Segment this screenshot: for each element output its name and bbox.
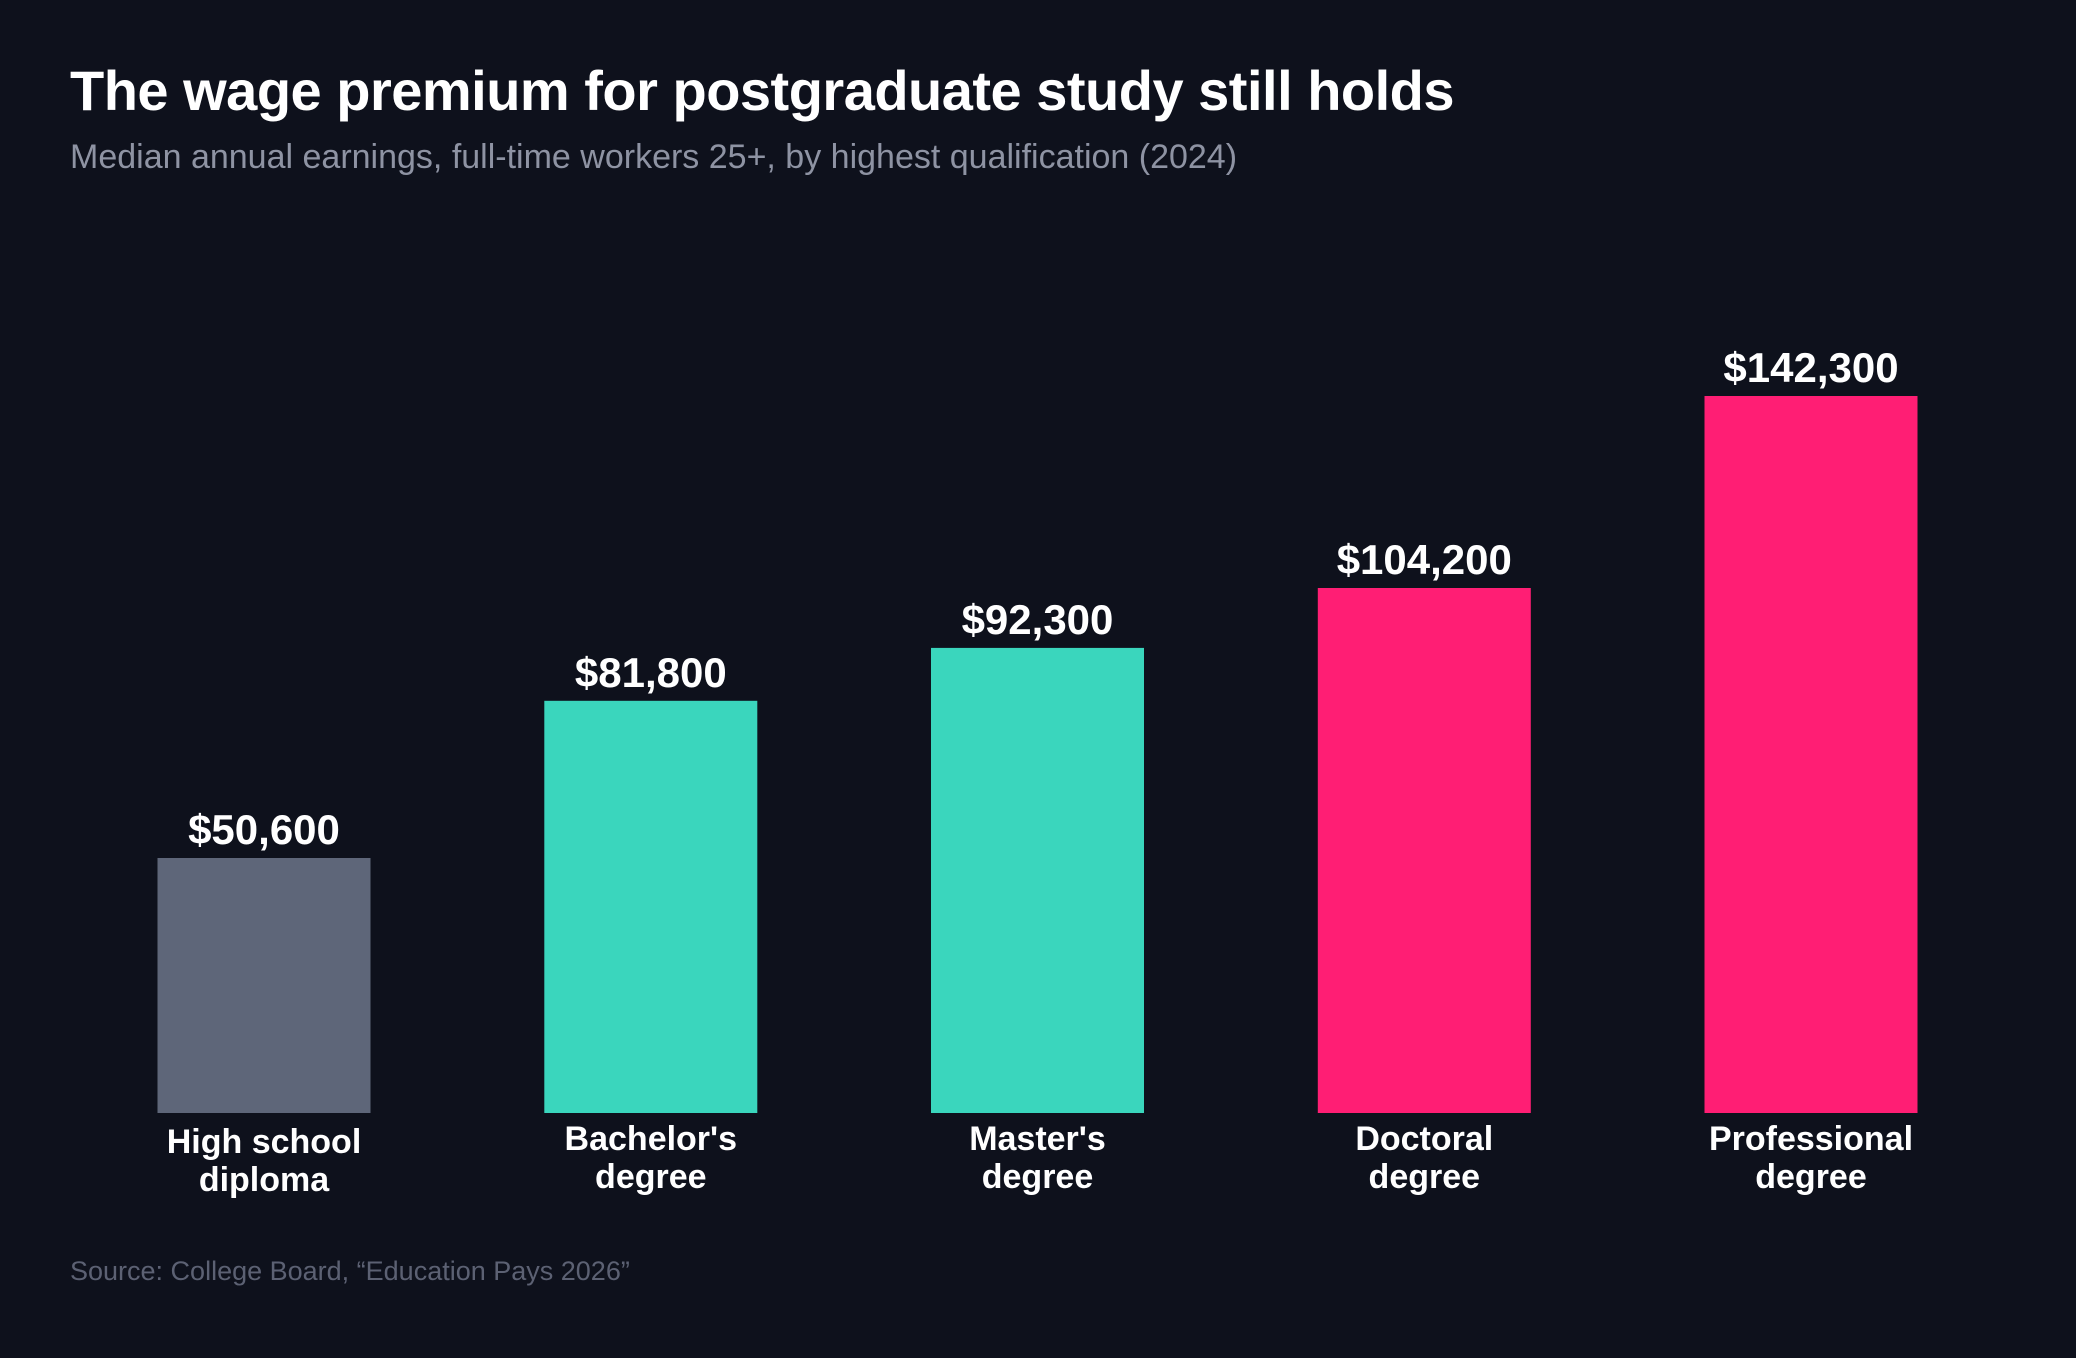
- bar-1: [544, 700, 758, 1113]
- chart-subtitle: Median annual earnings, full-time worker…: [70, 138, 1238, 176]
- category-label-3-line-1: degree: [1369, 1158, 1481, 1196]
- category-label-4-line-1: degree: [1755, 1158, 1867, 1196]
- category-label-4-line-0: Professional: [1709, 1120, 1913, 1158]
- category-label-1-line-0: Bachelor's: [565, 1120, 738, 1158]
- category-label-0-line-0: High school: [167, 1123, 362, 1161]
- bar-3: [1317, 588, 1531, 1113]
- category-label-3-line-0: Doctoral: [1355, 1120, 1493, 1158]
- category-label-2-line-1: degree: [982, 1158, 1094, 1196]
- value-label-4: $142,300: [1723, 344, 1898, 391]
- value-label-2: $92,300: [962, 596, 1114, 643]
- category-label-0-line-1: diploma: [199, 1161, 330, 1199]
- value-label-1: $81,800: [575, 649, 727, 696]
- bar-4: [1704, 396, 1918, 1113]
- category-label-2-line-0: Master's: [969, 1120, 1106, 1158]
- bar-2: [931, 647, 1144, 1113]
- value-label-0: $50,600: [188, 806, 340, 853]
- source-note: Source: College Board, “Education Pays 2…: [70, 1256, 630, 1286]
- bar-0: [157, 858, 371, 1113]
- category-label-1-line-1: degree: [595, 1158, 707, 1196]
- value-label-3: $104,200: [1337, 536, 1512, 583]
- chart-title: The wage premium for postgraduate study …: [70, 59, 1455, 122]
